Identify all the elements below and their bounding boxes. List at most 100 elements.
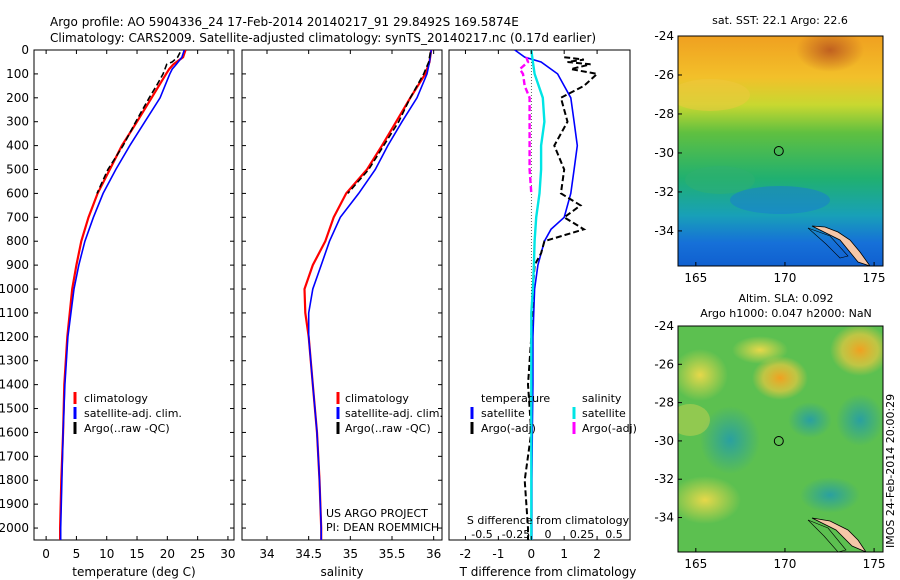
- map-x-tick-label: 175: [863, 557, 886, 571]
- x-tick-label: -1: [492, 547, 504, 561]
- difference-axes: [448, 49, 631, 541]
- map-y-tick-label: -34: [654, 511, 674, 525]
- depth-tick-label: 1800: [0, 473, 29, 487]
- top-tick-label: -0.25: [502, 528, 530, 541]
- sst-map-panel: sat. SST: 22.1 Argo: 22.6 165 170 175 -24 -2…: [654, 14, 885, 285]
- temperature-axes: [33, 49, 235, 541]
- map-x-tick-label: 170: [774, 557, 797, 571]
- depth-tick-label: 200: [6, 91, 29, 105]
- depth-tick-label: 0: [21, 43, 29, 57]
- x-tick-label: 34.5: [295, 547, 322, 561]
- depth-tick-label: 1100: [0, 306, 29, 320]
- map-y-tick-label: -28: [654, 107, 674, 121]
- series-line-argo-raw-qc-: [96, 52, 181, 194]
- legend-heading-temperature: temperature: [481, 392, 550, 405]
- depth-tick-label: 1500: [0, 402, 29, 416]
- top-tick-label: 0.5: [605, 528, 623, 541]
- x-tick-label: 2: [593, 547, 601, 561]
- t-difference-label: T difference from climatology: [459, 565, 637, 579]
- map-x-tick-label: 165: [684, 271, 707, 285]
- map-y-tick-label: -32: [654, 185, 674, 199]
- difference-top-ticks: -0.5 -0.25 0 0.25 0.5: [471, 528, 622, 541]
- temperature-panel: 0100200300400500600700800900100011001200…: [0, 43, 236, 579]
- salinity-panel: 34 34.5 35 35.5 36 salinity climatology sate…: [241, 49, 443, 579]
- map-y-tick-label: -32: [654, 472, 674, 486]
- map-y-tick-label: -26: [654, 68, 674, 82]
- depth-tick-label: 1600: [0, 425, 29, 439]
- x-tick-label: 34: [259, 547, 274, 561]
- x-tick-label: 5: [73, 547, 81, 561]
- x-tick-label: 15: [129, 547, 144, 561]
- header-line1: Argo profile: AO 5904336_24 17-Feb-2014 …: [50, 15, 519, 29]
- argo-location-marker: [773, 146, 784, 156]
- legend-label-t-satellite: satellite: [481, 407, 525, 420]
- top-tick-label: 0: [545, 528, 552, 541]
- top-tick-label: 0.25: [570, 528, 595, 541]
- temperature-legend: climatology satellite-adj. clim. Argo(..…: [73, 392, 182, 435]
- legend-label-s-argo: Argo(-adj): [582, 422, 637, 435]
- legend-label-climatology: climatology: [345, 392, 409, 405]
- depth-tick-label: 1000: [0, 282, 29, 296]
- series-line-salinity-argo-adj-: [518, 56, 533, 194]
- x-tick-label: 0: [527, 547, 535, 561]
- series-line-salinity-satellite: [530, 50, 546, 540]
- imos-timestamp: IMOS 24-Feb-2014 20:00:29: [884, 394, 897, 548]
- sst-map-frame: [677, 35, 884, 267]
- depth-tick-label: 800: [6, 234, 29, 248]
- salinity-xlabel: salinity: [320, 565, 363, 579]
- difference-panel: -2 -1 0 1 2 -0.5 -0.25 0 0.25 0.5 S differen…: [448, 49, 637, 579]
- x-tick-label: 36: [426, 547, 441, 561]
- depth-tick-label: 2000: [0, 521, 29, 535]
- legend-label-satellite: satellite-adj. clim.: [345, 407, 443, 420]
- depth-tick-label: 300: [6, 115, 29, 129]
- sla-map-panel: Altim. SLA: 0.092 Argo h1000: 0.047 h200…: [654, 292, 886, 571]
- x-tick-label: 10: [99, 547, 114, 561]
- legend-label-t-argo: Argo(-adj): [481, 422, 536, 435]
- depth-tick-label: 700: [6, 210, 29, 224]
- x-tick-label: 35: [343, 547, 358, 561]
- top-tick-label: -0.5: [471, 528, 492, 541]
- x-tick-label: 25: [190, 547, 205, 561]
- depth-tick-label: 1900: [0, 497, 29, 511]
- salinity-legend: climatology satellite-adj. clim. Argo(..…: [336, 392, 443, 435]
- map-y-tick-label: -30: [654, 434, 674, 448]
- depth-tick-label: 1300: [0, 354, 29, 368]
- depth-tick-label: 900: [6, 258, 29, 272]
- legend-label-climatology: climatology: [84, 392, 148, 405]
- depth-tick-label: 1700: [0, 449, 29, 463]
- map-x-tick-label: 175: [863, 271, 886, 285]
- depth-tick-label: 100: [6, 67, 29, 81]
- x-tick-label: 35.5: [379, 547, 406, 561]
- series-line-temperature-argo-adj-: [523, 56, 600, 540]
- depth-tick-label: 600: [6, 186, 29, 200]
- map-x-tick-label: 170: [774, 271, 797, 285]
- s-difference-label: S difference from climatology: [467, 514, 630, 527]
- sst-map-title: sat. SST: 22.1 Argo: 22.6: [712, 14, 848, 27]
- sla-map-frame: [677, 325, 884, 553]
- x-tick-label: 0: [42, 547, 50, 561]
- map-y-tick-label: -28: [654, 396, 674, 410]
- series-line-satellite-adj-clim-: [59, 50, 186, 540]
- argo-location-marker: [773, 436, 784, 446]
- legend-label-argo: Argo(..raw -QC): [84, 422, 170, 435]
- legend-label-satellite: satellite-adj. clim.: [84, 407, 182, 420]
- x-tick-label: -2: [459, 547, 471, 561]
- x-tick-label: 20: [160, 547, 175, 561]
- x-tick-label: 30: [220, 547, 235, 561]
- sst-map-image: [678, 36, 883, 266]
- project-annotation-line1: US ARGO PROJECT: [326, 507, 428, 520]
- sla-map-title-line2: Argo h1000: 0.047 h2000: NaN: [700, 307, 872, 320]
- sla-map-image: [678, 326, 883, 552]
- sla-map-title-line1: Altim. SLA: 0.092: [738, 292, 833, 305]
- salinity-axes: [241, 49, 443, 541]
- map-y-tick-label: -24: [654, 29, 674, 43]
- depth-tick-label: 1200: [0, 330, 29, 344]
- map-y-tick-label: -26: [654, 357, 674, 371]
- series-line-satellite-adj-clim-: [307, 50, 432, 540]
- header-line2: Climatology: CARS2009. Satellite-adjuste…: [50, 31, 596, 45]
- map-y-tick-label: -34: [654, 224, 674, 238]
- series-line-temperature-satellite: [514, 50, 579, 540]
- depth-tick-label: 500: [6, 163, 29, 177]
- map-y-tick-label: -30: [654, 146, 674, 160]
